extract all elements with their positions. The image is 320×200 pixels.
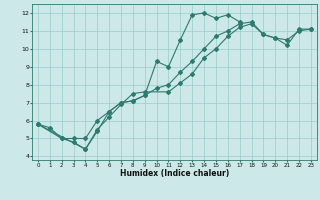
X-axis label: Humidex (Indice chaleur): Humidex (Indice chaleur) bbox=[120, 169, 229, 178]
